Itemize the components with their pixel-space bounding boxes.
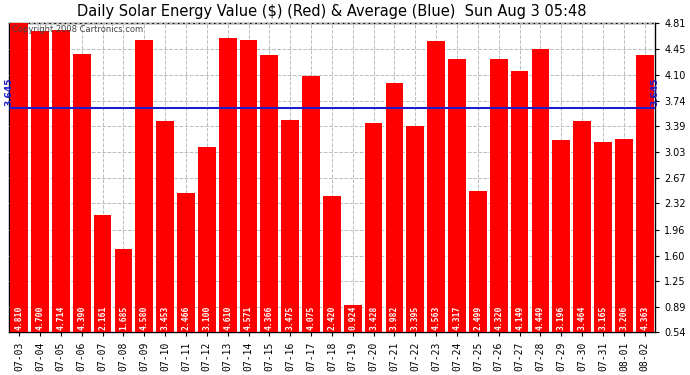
Text: 3.428: 3.428 [369, 306, 378, 330]
Text: 4.563: 4.563 [432, 306, 441, 330]
Text: 1.685: 1.685 [119, 306, 128, 330]
Title: Daily Solar Energy Value ($) (Red) & Average (Blue)  Sun Aug 3 05:48: Daily Solar Energy Value ($) (Red) & Ave… [77, 4, 586, 19]
Text: 4.449: 4.449 [536, 306, 545, 330]
Bar [135, 40, 153, 332]
Bar [469, 190, 486, 332]
Bar [239, 40, 257, 332]
Bar [323, 196, 341, 332]
Text: 3.100: 3.100 [202, 306, 211, 330]
Text: 3.475: 3.475 [286, 306, 295, 330]
Bar [594, 142, 612, 332]
Bar [282, 120, 299, 332]
Bar [365, 123, 382, 332]
Text: 4.610: 4.610 [223, 306, 232, 330]
Text: 3.464: 3.464 [578, 306, 586, 330]
Bar [531, 49, 549, 332]
Bar [636, 56, 653, 332]
Bar [73, 54, 90, 332]
Text: 4.810: 4.810 [14, 306, 23, 330]
Bar [302, 76, 320, 332]
Bar [31, 31, 49, 332]
Text: 4.075: 4.075 [306, 306, 315, 330]
Text: 4.580: 4.580 [140, 306, 149, 330]
Text: 4.390: 4.390 [77, 306, 86, 330]
Bar [386, 83, 404, 332]
Bar [448, 59, 466, 332]
Text: 4.714: 4.714 [57, 306, 66, 330]
Text: 4.363: 4.363 [640, 306, 649, 330]
Bar [219, 38, 237, 332]
Text: 4.320: 4.320 [494, 306, 503, 330]
Bar [52, 30, 70, 332]
Bar [490, 58, 508, 332]
Bar [406, 126, 424, 332]
Text: 3.645: 3.645 [651, 78, 660, 106]
Text: 2.420: 2.420 [328, 306, 337, 330]
Text: 4.366: 4.366 [265, 306, 274, 330]
Bar [177, 193, 195, 332]
Text: 3.645: 3.645 [4, 78, 13, 106]
Bar [94, 215, 111, 332]
Text: 3.196: 3.196 [557, 306, 566, 330]
Text: 0.924: 0.924 [348, 306, 357, 330]
Text: 4.700: 4.700 [35, 306, 44, 330]
Text: 3.206: 3.206 [620, 306, 629, 330]
Text: 2.466: 2.466 [181, 306, 190, 330]
Text: 3.453: 3.453 [161, 306, 170, 330]
Text: 3.165: 3.165 [598, 306, 607, 330]
Text: 3.982: 3.982 [390, 306, 399, 330]
Text: Copyright 2008 Cartronics.com: Copyright 2008 Cartronics.com [12, 25, 143, 34]
Bar [344, 304, 362, 332]
Text: 4.571: 4.571 [244, 306, 253, 330]
Bar [156, 122, 174, 332]
Bar [115, 249, 132, 332]
Text: 3.395: 3.395 [411, 306, 420, 330]
Bar [511, 71, 529, 332]
Bar [615, 139, 633, 332]
Text: 4.317: 4.317 [453, 306, 462, 330]
Bar [427, 41, 445, 332]
Text: 2.499: 2.499 [473, 306, 482, 330]
Bar [553, 140, 570, 332]
Text: 2.161: 2.161 [98, 306, 107, 330]
Text: 4.149: 4.149 [515, 306, 524, 330]
Bar [10, 23, 28, 332]
Bar [198, 147, 216, 332]
Bar [573, 121, 591, 332]
Bar [261, 55, 278, 332]
